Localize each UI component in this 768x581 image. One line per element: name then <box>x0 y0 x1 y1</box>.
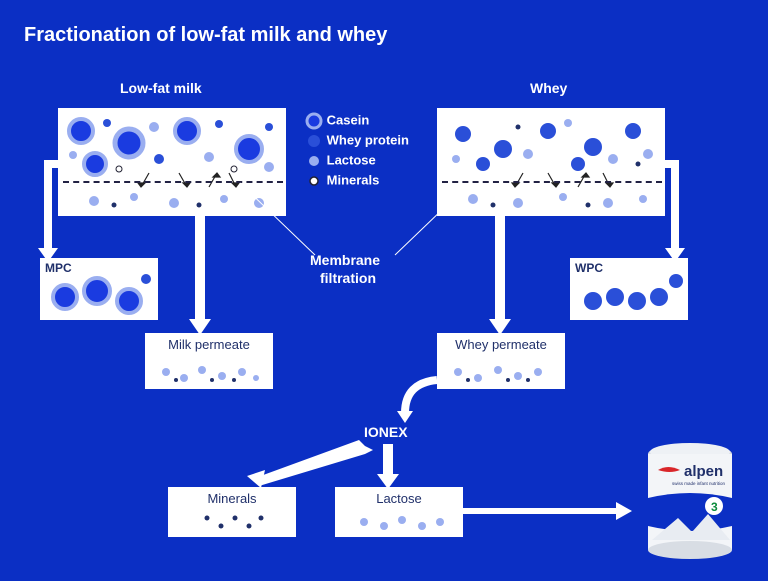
arrow-ionex-lactose <box>383 444 393 476</box>
wpc-box: WPC <box>570 258 688 320</box>
minerals-box: Minerals <box>168 487 296 537</box>
milk-permeate-label: Milk permeate <box>146 337 272 352</box>
product-variant: 3 <box>711 500 718 514</box>
mpc-box: MPC <box>40 258 158 320</box>
whey-permeate-label: Whey permeate <box>438 337 564 352</box>
arrow-lefttank-permeate <box>195 216 205 321</box>
product-tagline: swiss made infant nutrition <box>672 481 726 486</box>
minerals-label: Minerals <box>169 491 295 506</box>
arrow-wheyperm-ionex <box>395 375 455 425</box>
whey-permeate-box: Whey permeate <box>437 333 565 389</box>
product-can: alpen swiss made infant nutrition 3 <box>640 440 740 560</box>
arrow-righttank-permeate <box>495 216 505 321</box>
mpc-label: MPC <box>45 261 72 275</box>
ionex-label: IONEX <box>364 424 408 440</box>
wpc-label: WPC <box>575 261 603 275</box>
lactose-label: Lactose <box>336 491 462 506</box>
lactose-box: Lactose <box>335 487 463 537</box>
arrow-lactose-product <box>463 508 618 514</box>
milk-permeate-box: Milk permeate <box>145 333 273 389</box>
product-brand: alpen <box>684 463 723 480</box>
